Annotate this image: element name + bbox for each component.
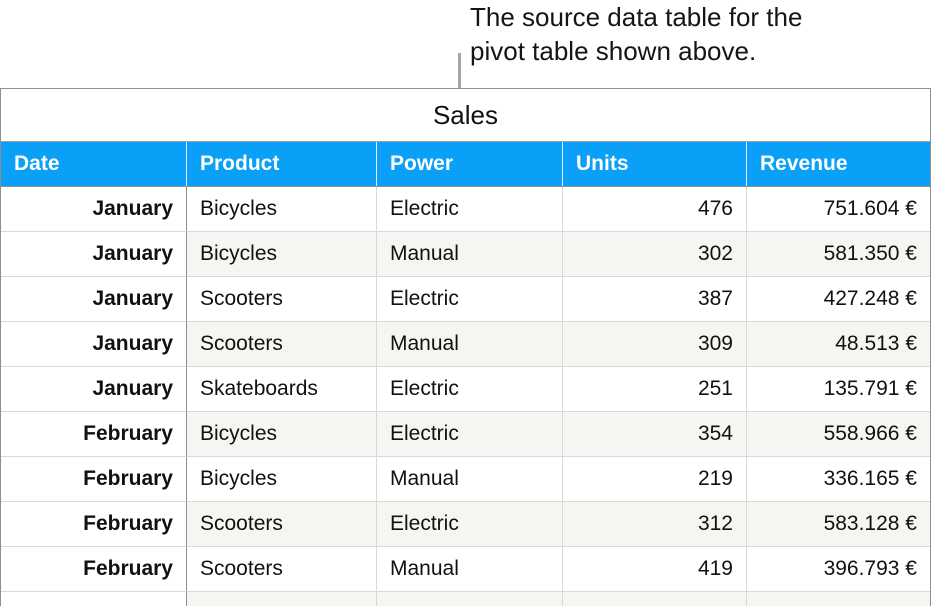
cell-power[interactable]: Manual [377,322,563,367]
cell-revenue[interactable]: 581.350 € [747,232,930,277]
cell-product[interactable]: Scooters [187,277,377,322]
cell-date[interactable]: January [1,322,187,367]
cell-units[interactable]: 251 [563,367,747,412]
cell-date[interactable]: February [1,412,187,457]
cell-power[interactable]: Electric [377,367,563,412]
cell-units[interactable]: 476 [563,187,747,232]
cell-power[interactable]: Manual [377,547,563,592]
column-header-power[interactable]: Power [377,142,563,186]
table-title-row[interactable]: Sales [1,89,930,142]
column-header-units[interactable]: Units [563,142,747,186]
cell-date[interactable]: February [1,502,187,547]
cell-product[interactable]: Scooters [187,502,377,547]
cell-power[interactable]: Manual [377,232,563,277]
table-row: February Bicycles Electric 354 558.966 € [1,412,930,457]
cell-revenue[interactable]: 336.165 € [747,457,930,502]
cell-revenue[interactable]: 558.966 € [747,412,930,457]
cell-date[interactable]: January [1,277,187,322]
table-row: January Bicycles Electric 476 751.604 € [1,187,930,232]
cell-power[interactable] [377,592,563,606]
cell-revenue[interactable]: 48.513 € [747,322,930,367]
cell-power[interactable]: Electric [377,412,563,457]
cell-product[interactable]: Skateboards [187,367,377,412]
sales-table: Sales Date Product Power Units Revenue J… [0,88,931,606]
cell-units[interactable]: 302 [563,232,747,277]
cell-product[interactable]: Bicycles [187,412,377,457]
table-row: January Bicycles Manual 302 581.350 € [1,232,930,277]
column-header-revenue[interactable]: Revenue [760,152,848,175]
cell-revenue[interactable]: 751.604 € [747,187,930,232]
table-row: January Scooters Manual 309 48.513 € [1,322,930,367]
cell-power[interactable]: Electric [377,277,563,322]
cell-date[interactable]: January [1,187,187,232]
table-row: February Bicycles Manual 219 336.165 € [1,457,930,502]
cell-units[interactable]: 354 [563,412,747,457]
callout-caption-line2: pivot table shown above. [470,36,757,66]
callout-connector-line [458,53,461,88]
table-row-partial [1,592,930,606]
column-header-date[interactable]: Date [1,142,187,186]
cell-product[interactable]: Bicycles [187,457,377,502]
cell-units[interactable]: 219 [563,457,747,502]
cell-product[interactable] [187,592,377,606]
table-title: Sales [432,99,499,130]
cell-date[interactable]: January [1,367,187,412]
table-row: February Scooters Manual 419 396.793 € [1,547,930,592]
callout-caption: The source data table for the pivot tabl… [470,0,802,68]
table-row: January Scooters Electric 387 427.248 € [1,277,930,322]
cell-units[interactable]: 312 [563,502,747,547]
table-row: January Skateboards Electric 251 135.791… [1,367,930,412]
cell-units[interactable]: 419 [563,547,747,592]
cell-revenue[interactable] [747,592,930,606]
cell-product[interactable]: Bicycles [187,232,377,277]
cell-product[interactable]: Scooters [187,547,377,592]
cell-power[interactable]: Manual [377,457,563,502]
cell-revenue[interactable]: 583.128 € [747,502,930,547]
cell-units[interactable]: 309 [563,322,747,367]
cell-date[interactable] [1,592,187,606]
cell-date[interactable]: February [1,547,187,592]
cell-date[interactable]: January [1,232,187,277]
cell-revenue[interactable]: 135.791 € [747,367,930,412]
cell-power[interactable]: Electric [377,502,563,547]
cell-units[interactable] [563,592,747,606]
table-row: February Scooters Electric 312 583.128 € [1,502,930,547]
cell-power[interactable]: Electric [377,187,563,232]
cell-date[interactable]: February [1,457,187,502]
cell-product[interactable]: Scooters [187,322,377,367]
callout-caption-line1: The source data table for the [470,2,803,32]
column-header-product[interactable]: Product [187,142,377,186]
table-header-row: Date Product Power Units Revenue [1,142,930,187]
cell-revenue[interactable]: 396.793 € [747,547,930,592]
cell-units[interactable]: 387 [563,277,747,322]
cell-revenue[interactable]: 427.248 € [747,277,930,322]
cell-product[interactable]: Bicycles [187,187,377,232]
